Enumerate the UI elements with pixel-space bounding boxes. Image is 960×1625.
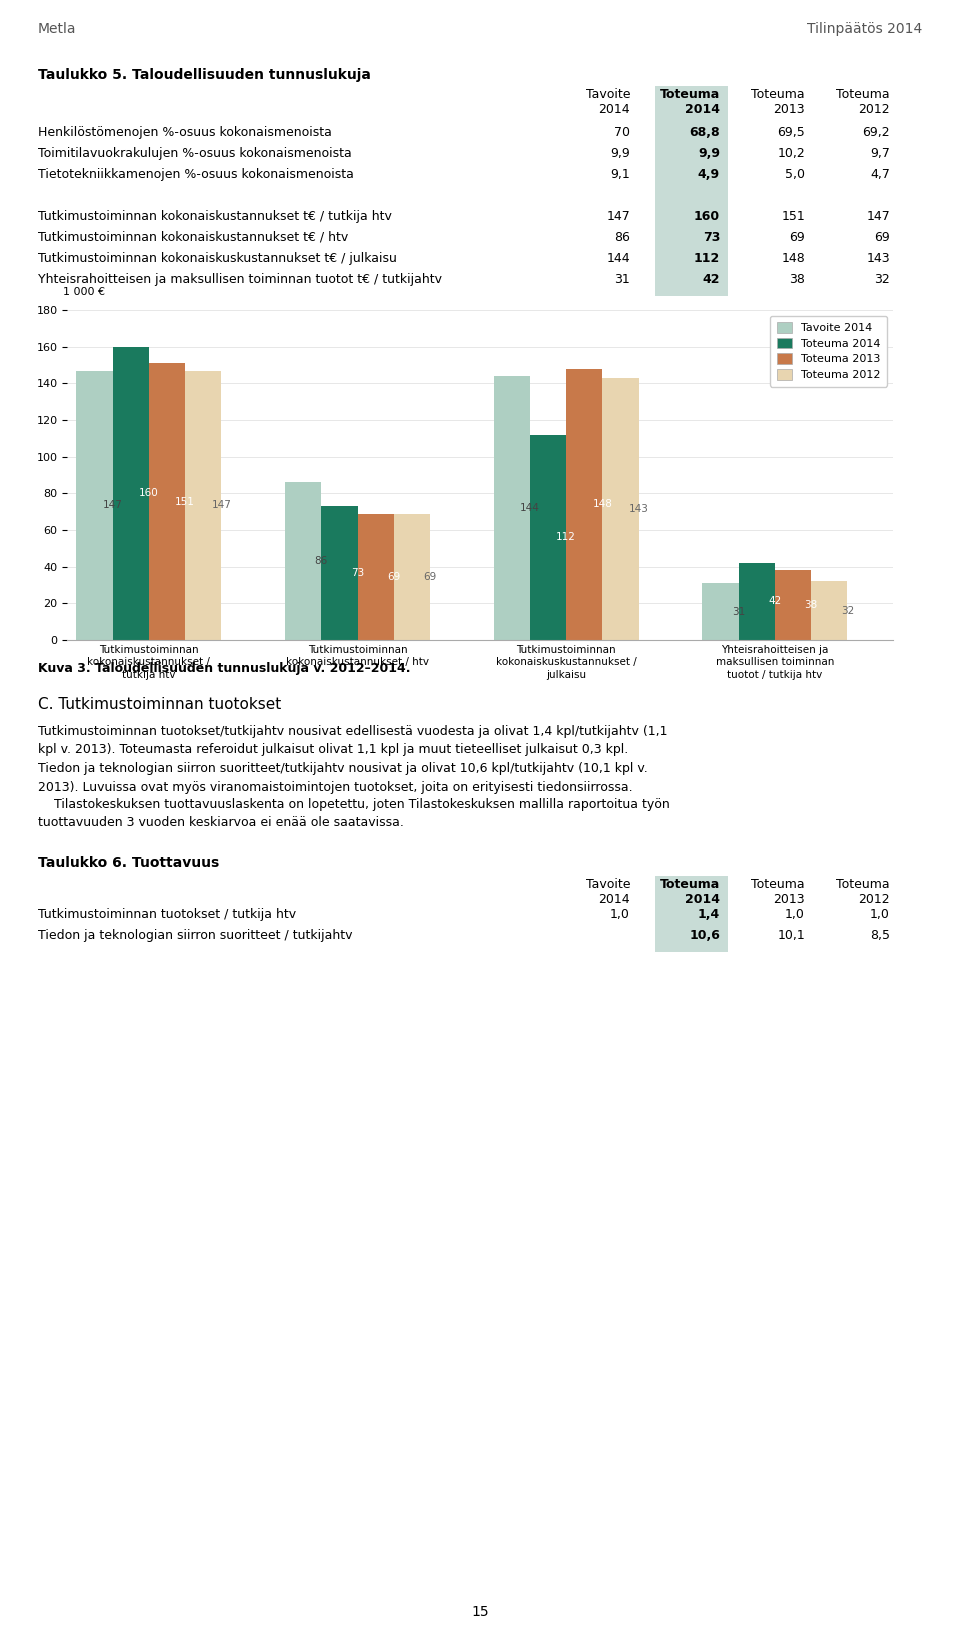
Bar: [566, 369, 603, 640]
Text: 1,0: 1,0: [611, 908, 630, 921]
Text: 148: 148: [781, 252, 805, 265]
Text: Tutkimustoiminnan tuotokset / tutkija htv: Tutkimustoiminnan tuotokset / tutkija ht…: [38, 908, 296, 921]
Text: 69,2: 69,2: [862, 127, 890, 140]
Text: 32: 32: [841, 606, 854, 616]
Text: 10,2: 10,2: [778, 146, 805, 159]
Text: 1,0: 1,0: [870, 908, 890, 921]
Text: Yhteisrahoitteisen ja maksullisen toiminnan tuotot t€ / tutkijahtv: Yhteisrahoitteisen ja maksullisen toimin…: [38, 273, 442, 286]
Text: 42: 42: [768, 596, 781, 606]
Bar: [775, 570, 811, 640]
Text: 143: 143: [629, 504, 649, 514]
Text: 4,9: 4,9: [698, 167, 720, 180]
Text: Tiedon ja teknologian siirron suoritteet / tutkijahtv: Tiedon ja teknologian siirron suoritteet…: [38, 929, 352, 942]
Text: Taulukko 6. Tuottavuus: Taulukko 6. Tuottavuus: [38, 856, 219, 869]
Text: 1 000 €: 1 000 €: [63, 286, 105, 297]
Bar: [655, 876, 728, 952]
Text: Tutkimustoiminnan kokonaiskustannukset t€ / htv: Tutkimustoiminnan kokonaiskustannukset t…: [38, 231, 348, 244]
Text: 143: 143: [866, 252, 890, 265]
Text: Toteuma
2012: Toteuma 2012: [836, 878, 890, 907]
Text: Tilastokeskuksen tuottavuuslaskenta on lopetettu, joten Tilastokeskuksen mallill: Tilastokeskuksen tuottavuuslaskenta on l…: [38, 798, 670, 829]
Bar: [394, 514, 430, 640]
Bar: [493, 375, 530, 640]
Text: Tilinpäätös 2014: Tilinpäätös 2014: [806, 23, 922, 36]
Text: 147: 147: [103, 500, 123, 510]
Text: 70: 70: [614, 127, 630, 140]
Text: Toteuma
2013: Toteuma 2013: [752, 878, 805, 907]
Text: 5,0: 5,0: [785, 167, 805, 180]
Text: 144: 144: [520, 504, 540, 514]
Text: 151: 151: [176, 497, 195, 507]
Text: 112: 112: [556, 533, 576, 543]
Text: 147: 147: [211, 500, 231, 510]
Text: 1,0: 1,0: [785, 908, 805, 921]
Text: Toteuma
2013: Toteuma 2013: [752, 88, 805, 115]
Text: 15: 15: [471, 1606, 489, 1618]
Bar: [285, 483, 322, 640]
Text: 1,4: 1,4: [698, 908, 720, 921]
Text: 31: 31: [614, 273, 630, 286]
Text: Toteuma
2014: Toteuma 2014: [660, 88, 720, 115]
Text: 4,7: 4,7: [870, 167, 890, 180]
Bar: [149, 362, 185, 640]
Text: 73: 73: [703, 231, 720, 244]
Text: Toteuma
2012: Toteuma 2012: [836, 88, 890, 115]
Bar: [76, 370, 112, 640]
Bar: [603, 379, 638, 640]
Text: 69: 69: [387, 572, 400, 582]
Bar: [357, 514, 394, 640]
Text: Henkilöstömenojen %-osuus kokonaismenoista: Henkilöstömenojen %-osuus kokonaismenois…: [38, 127, 332, 140]
Text: 9,1: 9,1: [611, 167, 630, 180]
Bar: [703, 583, 738, 640]
Text: Kuva 3. Taloudellisuuden tunnuslukuja v. 2012–2014.: Kuva 3. Taloudellisuuden tunnuslukuja v.…: [38, 661, 411, 674]
Text: 38: 38: [789, 273, 805, 286]
Text: 160: 160: [139, 489, 158, 499]
Text: 147: 147: [607, 210, 630, 223]
Text: Toimitilavuokrakulujen %-osuus kokonaismenoista: Toimitilavuokrakulujen %-osuus kokonaism…: [38, 146, 351, 159]
Bar: [185, 370, 222, 640]
Legend: Tavoite 2014, Toteuma 2014, Toteuma 2013, Toteuma 2012: Tavoite 2014, Toteuma 2014, Toteuma 2013…: [770, 315, 887, 387]
Text: 38: 38: [804, 600, 818, 609]
Text: 86: 86: [315, 556, 328, 565]
Text: Tavoite
2014: Tavoite 2014: [586, 88, 630, 115]
Bar: [112, 346, 149, 640]
Text: 69: 69: [423, 572, 437, 582]
Text: 148: 148: [592, 499, 612, 509]
Text: 112: 112: [694, 252, 720, 265]
Bar: [322, 505, 357, 640]
Text: 160: 160: [694, 210, 720, 223]
Text: Tutkimustoiminnan kokonaiskustannukset t€ / tutkija htv: Tutkimustoiminnan kokonaiskustannukset t…: [38, 210, 392, 223]
Text: Metla: Metla: [38, 23, 77, 36]
Text: 10,1: 10,1: [778, 929, 805, 942]
Text: 68,8: 68,8: [689, 127, 720, 140]
Text: Taulukko 5. Taloudellisuuden tunnuslukuja: Taulukko 5. Taloudellisuuden tunnuslukuj…: [38, 68, 371, 81]
Text: 69,5: 69,5: [778, 127, 805, 140]
Text: 144: 144: [607, 252, 630, 265]
Text: Toteuma
2014: Toteuma 2014: [660, 878, 720, 907]
Text: 73: 73: [351, 569, 364, 578]
Text: C. Tutkimustoiminnan tuotokset: C. Tutkimustoiminnan tuotokset: [38, 697, 281, 712]
Text: 69: 69: [875, 231, 890, 244]
Text: 9,9: 9,9: [698, 146, 720, 159]
Text: 32: 32: [875, 273, 890, 286]
Bar: [655, 86, 728, 296]
Text: 147: 147: [866, 210, 890, 223]
Text: 31: 31: [732, 606, 745, 616]
Text: 9,9: 9,9: [611, 146, 630, 159]
Text: 8,5: 8,5: [870, 929, 890, 942]
Text: Tutkimustoiminnan tuotokset/tutkijahtv nousivat edellisestä vuodesta ja olivat 1: Tutkimustoiminnan tuotokset/tutkijahtv n…: [38, 725, 667, 793]
Text: 69: 69: [789, 231, 805, 244]
Bar: [530, 434, 566, 640]
Text: 151: 151: [781, 210, 805, 223]
Text: Tavoite
2014: Tavoite 2014: [586, 878, 630, 907]
Text: Tutkimustoiminnan kokonaiskuskustannukset t€ / julkaisu: Tutkimustoiminnan kokonaiskuskustannukse…: [38, 252, 396, 265]
Bar: [811, 582, 848, 640]
Text: 42: 42: [703, 273, 720, 286]
Bar: [738, 562, 775, 640]
Text: 86: 86: [614, 231, 630, 244]
Text: 10,6: 10,6: [689, 929, 720, 942]
Text: 9,7: 9,7: [870, 146, 890, 159]
Text: Tietotekniikkamenojen %-osuus kokonaismenoista: Tietotekniikkamenojen %-osuus kokonaisme…: [38, 167, 354, 180]
